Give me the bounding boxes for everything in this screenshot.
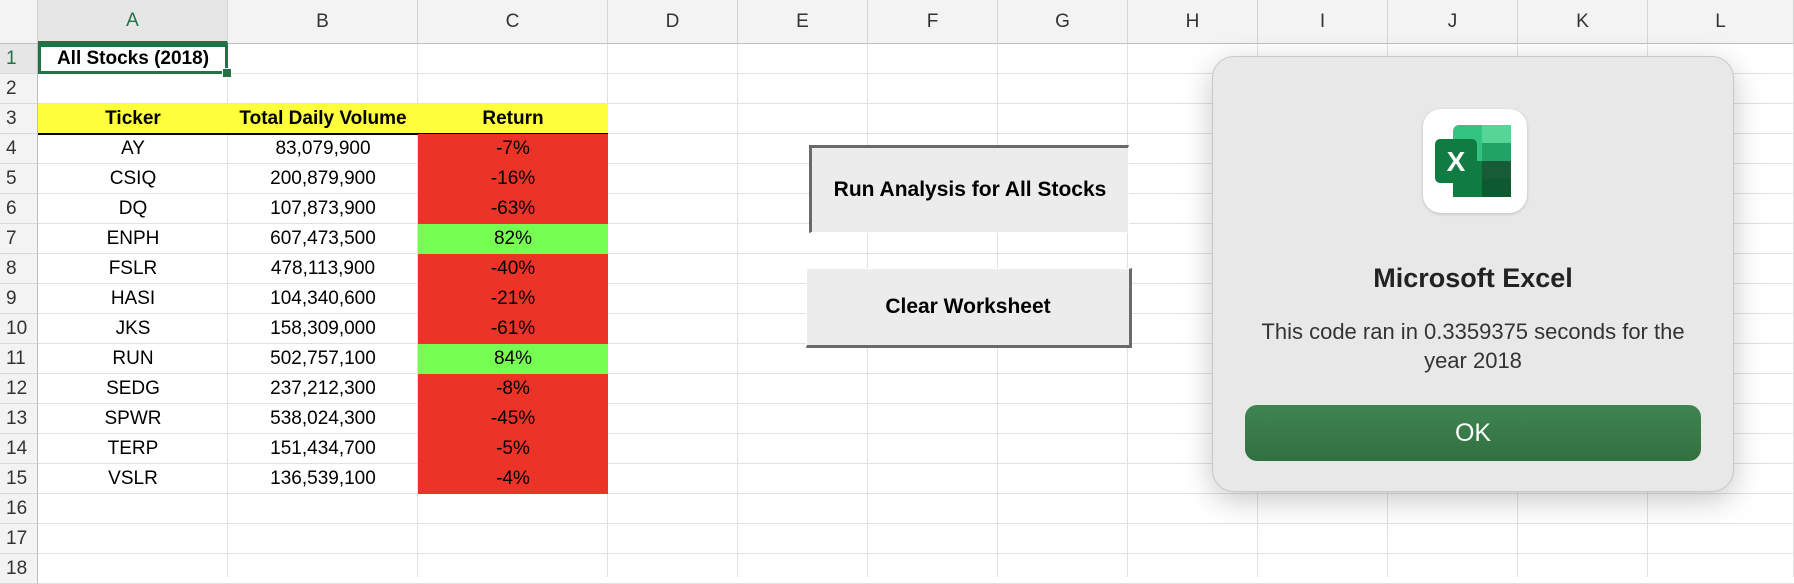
return-cell[interactable]: -5% xyxy=(418,434,608,464)
excel-icon: X xyxy=(1423,109,1527,213)
header-ticker[interactable]: Ticker xyxy=(38,104,228,134)
ticker-cell[interactable]: JKS xyxy=(115,318,151,339)
volume-cell[interactable]: 151,434,700 xyxy=(270,438,376,459)
message-dialog: X Microsoft Excel This code ran in 0.335… xyxy=(1212,56,1734,492)
row-header-5[interactable]: 5 xyxy=(0,164,38,194)
volume-cell[interactable]: 83,079,900 xyxy=(275,138,371,159)
dialog-message: This code ran in 0.3359375 seconds for t… xyxy=(1261,319,1685,373)
gridline xyxy=(227,44,228,577)
column-header-k[interactable]: K xyxy=(1518,0,1648,44)
column-header-f[interactable]: F xyxy=(868,0,998,44)
header-total-daily-volume[interactable]: Total Daily Volume xyxy=(228,104,418,134)
column-header-g[interactable]: G xyxy=(998,0,1128,44)
row-header-10[interactable]: 10 xyxy=(0,314,38,344)
gridline xyxy=(38,103,1794,104)
clear-worksheet-button[interactable]: Clear Worksheet xyxy=(806,268,1132,348)
column-header-b[interactable]: B xyxy=(228,0,418,44)
row-header-16[interactable]: 16 xyxy=(0,494,38,524)
column-header-j[interactable]: J xyxy=(1388,0,1518,44)
row-header-15[interactable]: 15 xyxy=(0,464,38,494)
ticker-cell[interactable]: AY xyxy=(121,138,145,159)
volume-cell[interactable]: 158,309,000 xyxy=(270,318,376,339)
run-analysis-button[interactable]: Run Analysis for All Stocks xyxy=(809,145,1129,233)
gridline xyxy=(417,44,418,577)
ticker-cell[interactable]: CSIQ xyxy=(109,168,157,189)
ticker-cell[interactable]: VSLR xyxy=(108,468,158,489)
volume-cell[interactable]: 478,113,900 xyxy=(270,258,376,279)
column-header-d[interactable]: D xyxy=(608,0,738,44)
ticker-cell[interactable]: FSLR xyxy=(108,258,158,279)
ticker-cell[interactable]: HASI xyxy=(110,288,156,309)
gridline xyxy=(38,433,1794,434)
dialog-title: Microsoft Excel xyxy=(1373,263,1573,293)
gridline xyxy=(38,403,1794,404)
row-header-3[interactable]: 3 xyxy=(0,104,38,134)
ticker-cell[interactable]: SPWR xyxy=(104,408,162,429)
row-header-8[interactable]: 8 xyxy=(0,254,38,284)
row-header-12[interactable]: 12 xyxy=(0,374,38,404)
column-header-c[interactable]: C xyxy=(418,0,608,44)
row-header-1[interactable]: 1 xyxy=(0,44,38,74)
row-header-13[interactable]: 13 xyxy=(0,404,38,434)
row-header-17[interactable]: 17 xyxy=(0,524,38,554)
column-header-i[interactable]: I xyxy=(1258,0,1388,44)
gridline xyxy=(38,463,1794,464)
excel-icon-letter: X xyxy=(1447,146,1466,177)
row-header-7[interactable]: 7 xyxy=(0,224,38,254)
return-cell[interactable]: -40% xyxy=(418,254,608,284)
ticker-cell[interactable]: SEDG xyxy=(106,378,160,399)
ticker-cell[interactable]: TERP xyxy=(107,438,159,459)
row-header-6[interactable]: 6 xyxy=(0,194,38,224)
return-cell[interactable]: -61% xyxy=(418,314,608,344)
gridline xyxy=(737,44,738,577)
volume-cell[interactable]: 237,212,300 xyxy=(270,378,376,399)
row-header-2[interactable]: 2 xyxy=(0,74,38,104)
volume-cell[interactable]: 538,024,300 xyxy=(270,408,376,429)
column-header-h[interactable]: H xyxy=(1128,0,1258,44)
gridline xyxy=(38,73,1794,74)
row-header-18[interactable]: 18 xyxy=(0,554,38,584)
gridline xyxy=(38,493,1794,494)
return-cell[interactable]: -45% xyxy=(418,404,608,434)
gridline xyxy=(38,253,1794,254)
select-all-corner[interactable] xyxy=(0,0,38,44)
gridline xyxy=(38,553,1794,554)
volume-cell[interactable]: 200,879,900 xyxy=(270,168,376,189)
volume-cell[interactable]: 607,473,500 xyxy=(270,228,376,249)
ticker-cell[interactable]: DQ xyxy=(118,198,148,219)
return-cell[interactable]: 82% xyxy=(418,224,608,254)
header-bottom-border xyxy=(38,133,608,135)
gridline xyxy=(38,373,1794,374)
return-cell[interactable]: -8% xyxy=(418,374,608,404)
fill-handle[interactable] xyxy=(222,68,232,78)
column-header-e[interactable]: E xyxy=(738,0,868,44)
return-cell[interactable]: -63% xyxy=(418,194,608,224)
ok-button[interactable]: OK xyxy=(1245,405,1701,461)
ticker-cell[interactable]: RUN xyxy=(112,348,154,369)
return-cell[interactable]: -21% xyxy=(418,284,608,314)
row-header-14[interactable]: 14 xyxy=(0,434,38,464)
row-header-9[interactable]: 9 xyxy=(0,284,38,314)
column-header-l[interactable]: L xyxy=(1648,0,1794,44)
return-cell[interactable]: -7% xyxy=(418,134,608,164)
gridline xyxy=(38,133,1794,134)
row-header-4[interactable]: 4 xyxy=(0,134,38,164)
ticker-cell[interactable]: ENPH xyxy=(106,228,160,249)
cell-a1-title[interactable]: All Stocks (2018) xyxy=(38,44,228,74)
volume-cell[interactable]: 104,340,600 xyxy=(270,288,376,309)
gridline xyxy=(38,523,1794,524)
return-cell[interactable]: -4% xyxy=(418,464,608,494)
volume-cell[interactable]: 502,757,100 xyxy=(270,348,376,369)
volume-cell[interactable]: 136,539,100 xyxy=(270,468,376,489)
return-cell[interactable]: -16% xyxy=(418,164,608,194)
volume-cell[interactable]: 107,873,900 xyxy=(270,198,376,219)
row-header-11[interactable]: 11 xyxy=(0,344,38,374)
column-header-a[interactable]: A xyxy=(38,0,228,44)
header-return[interactable]: Return xyxy=(418,104,608,134)
return-cell[interactable]: 84% xyxy=(418,344,608,374)
